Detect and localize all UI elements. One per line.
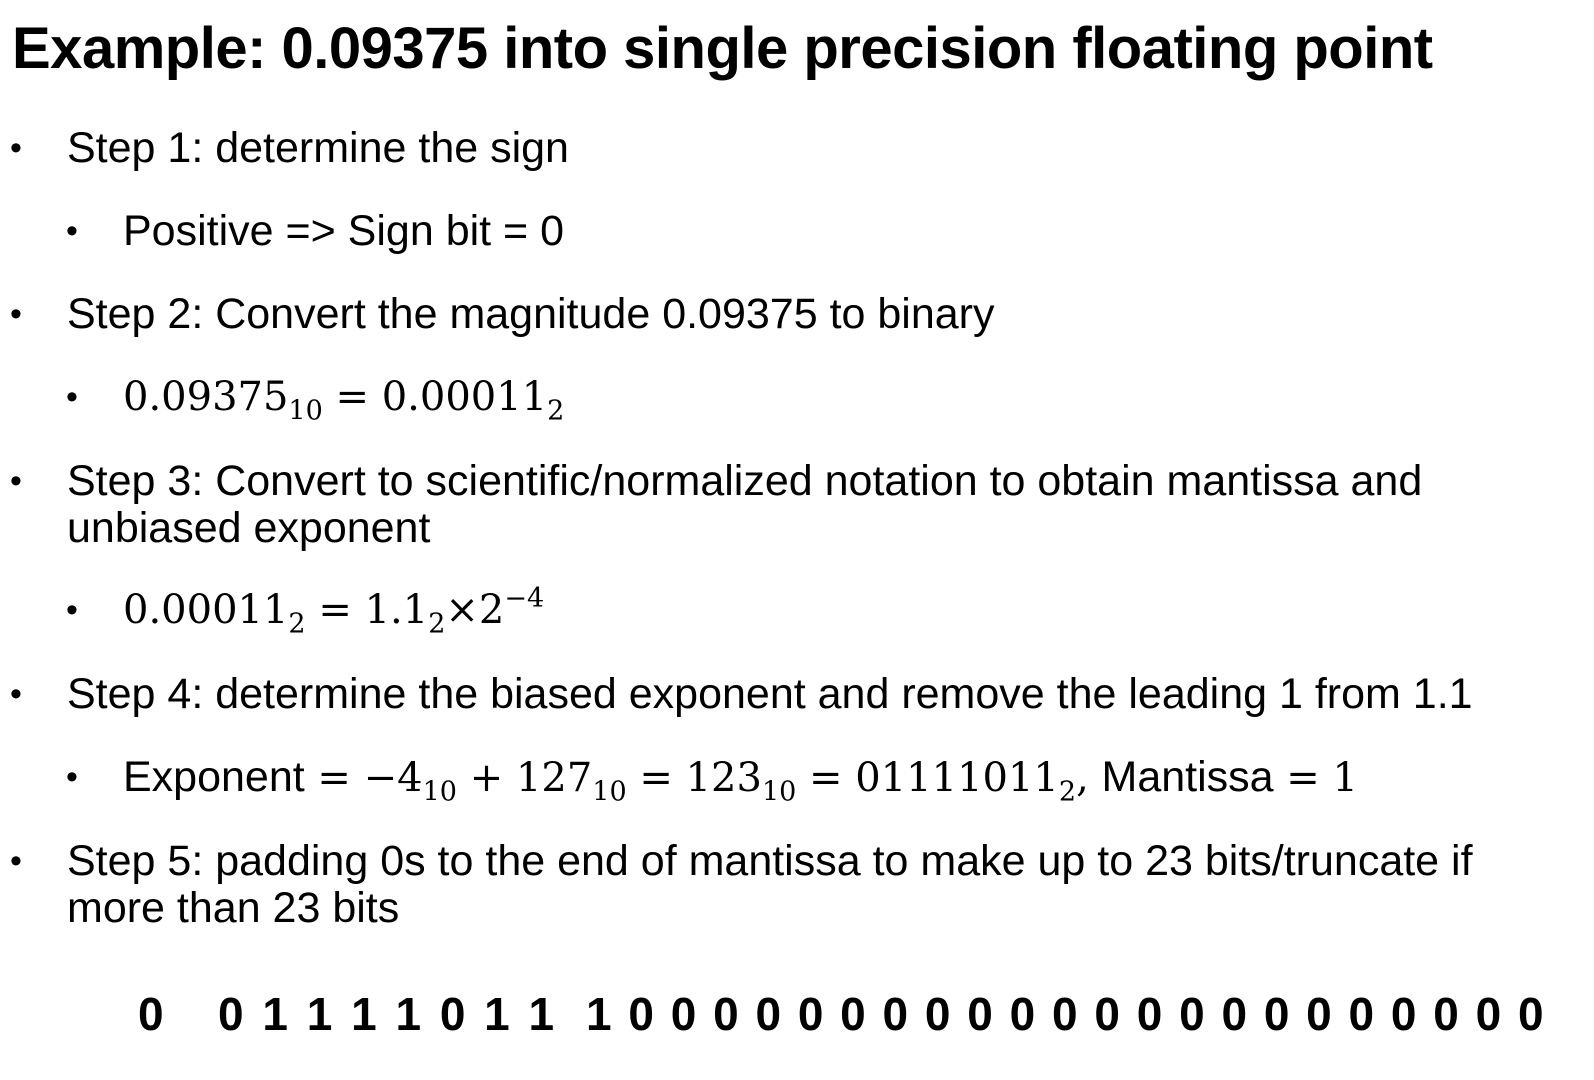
math-subscript: 10 <box>592 776 627 808</box>
sign-bit: 0 <box>138 988 166 1040</box>
step-2-text: Step 2: Convert the magnitude 0.09375 to… <box>67 290 995 338</box>
math-plus: + <box>456 755 516 801</box>
step-1-detail: Positive => Sign bit = 0 <box>123 207 565 255</box>
bullet-dot: • <box>66 212 78 250</box>
math-equals: = <box>626 755 686 801</box>
bullet-dot: • <box>10 295 22 333</box>
math-term: 1.1 <box>364 587 429 633</box>
math-term: 01111011 <box>855 755 1059 801</box>
bullet-dot: • <box>66 758 78 796</box>
math-equals: = <box>796 755 856 801</box>
mantissa-value: 1 <box>1332 755 1358 801</box>
math-term: 0.00011 <box>381 374 548 420</box>
bullet-dot: • <box>10 675 22 713</box>
bullet-dot: • <box>10 129 22 167</box>
step-2-equation: 0.0937510 = 0.000112 <box>123 373 564 424</box>
math-term: 127 <box>515 755 593 801</box>
step-1-text: Step 1: determine the sign <box>67 124 569 172</box>
bullet-dot: • <box>66 378 78 416</box>
math-times: ×2 <box>445 587 505 633</box>
mantissa-label: Mantissa <box>1101 753 1274 801</box>
exponent-bits: 0 1 1 1 1 0 1 1 <box>218 988 557 1040</box>
exponent-label: Exponent <box>123 753 305 801</box>
step-4-equation: Exponent = −410 + 12710 = 12310 = 011110… <box>123 753 1358 805</box>
math-subscript: 2 <box>1058 776 1077 808</box>
math-subscript: 2 <box>428 608 446 640</box>
step-3-equation: 0.000112 = 1.12×2−4 <box>123 582 545 638</box>
math-term: −4 <box>363 755 423 801</box>
step-4-text: Step 4: determine the biased exponent an… <box>67 670 1473 718</box>
math-subscript: 10 <box>422 776 457 808</box>
math-equals: = <box>322 374 382 420</box>
math-term: 0.00011 <box>123 587 289 633</box>
math-subscript: 2 <box>547 395 565 427</box>
math-equals: = <box>304 755 364 801</box>
bullet-dot: • <box>10 842 22 880</box>
math-superscript: −4 <box>504 582 545 614</box>
math-subscript: 2 <box>288 608 306 640</box>
step-3-text-line1: Step 3: Convert to scientific/normalized… <box>67 457 1423 505</box>
step-3-text-line2: unbiased exponent <box>67 504 431 552</box>
math-term: 123 <box>685 755 762 801</box>
math-subscript: 10 <box>761 776 797 808</box>
math-equals: = <box>305 587 365 633</box>
math-equals: = <box>1273 755 1333 801</box>
bullet-dot: • <box>66 591 78 629</box>
math-comma: , <box>1076 755 1102 801</box>
step-5-text-line1: Step 5: padding 0s to the end of mantiss… <box>67 837 1473 885</box>
bullet-dot: • <box>10 462 22 500</box>
math-subscript: 10 <box>288 395 323 427</box>
slide-title: Example: 0.09375 into single precision f… <box>12 16 1433 81</box>
step-5-text-line2: more than 23 bits <box>67 884 400 932</box>
mantissa-bits: 1 0 0 0 0 0 0 0 0 0 0 0 0 0 0 0 0 0 0 0 … <box>586 988 1546 1040</box>
math-term: 0.09375 <box>123 374 289 420</box>
